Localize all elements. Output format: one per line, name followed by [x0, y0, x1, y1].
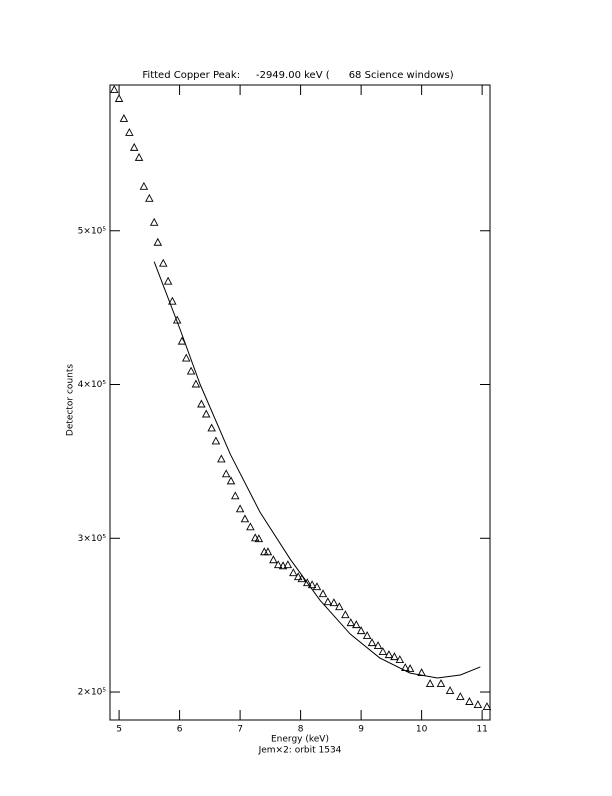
x-tick-label: 10	[416, 725, 428, 735]
data-point	[362, 631, 372, 640]
data-point	[254, 534, 264, 543]
data-point	[269, 555, 278, 564]
fit-line	[153, 261, 481, 679]
subtitle: Jem×2: orbit 1534	[258, 746, 342, 756]
data-point	[323, 597, 333, 606]
data-point	[293, 572, 303, 581]
data-point	[226, 476, 236, 485]
data-point	[231, 491, 240, 500]
data-point	[318, 589, 328, 598]
x-tick-label: 5	[116, 725, 122, 735]
plot-frame	[109, 84, 491, 721]
data-point	[482, 702, 492, 711]
x-axis-label: Energy (keV)	[271, 735, 329, 745]
data-point	[168, 296, 177, 305]
data-point	[307, 580, 317, 589]
y-tick-label: 3×10⁵	[78, 534, 107, 544]
data-point	[145, 193, 154, 202]
data-point	[139, 181, 149, 190]
data-point	[191, 379, 201, 388]
data-point	[456, 692, 465, 701]
data-point	[405, 664, 415, 673]
y-axis-label: Detector counts	[66, 364, 76, 436]
data-point	[246, 522, 255, 531]
x-tick-label: 6	[177, 725, 183, 735]
data-point	[201, 409, 211, 418]
data-point	[303, 578, 312, 587]
data-point	[129, 142, 139, 151]
data-point	[125, 128, 134, 136]
x-tick-label: 8	[298, 725, 304, 735]
data-point	[373, 641, 383, 649]
data-point	[235, 504, 245, 513]
data-point	[217, 454, 226, 463]
data-point	[445, 686, 455, 695]
data-point	[425, 679, 435, 687]
data-point	[436, 679, 446, 687]
data-point	[158, 258, 168, 267]
data-point	[283, 560, 293, 569]
data-point	[250, 533, 260, 542]
data-point	[356, 626, 366, 635]
data-point	[221, 469, 231, 478]
data-point	[240, 514, 250, 523]
data-point	[341, 610, 350, 619]
data-point	[181, 353, 191, 362]
data-point	[119, 114, 129, 122]
data-point	[163, 276, 173, 285]
data-point	[378, 647, 388, 655]
y-tick-label: 4×10⁵	[78, 380, 107, 390]
data-point	[109, 84, 119, 93]
data-point	[186, 366, 196, 375]
data-point	[346, 618, 356, 627]
x-tick-label: 9	[358, 725, 364, 735]
y-tick-label: 5×10⁵	[78, 226, 107, 236]
data-point	[207, 423, 216, 432]
data-point	[273, 560, 283, 569]
data-point	[134, 152, 144, 161]
data-point	[197, 399, 206, 408]
data-point	[149, 217, 159, 226]
data-point	[278, 561, 288, 570]
data-point	[384, 650, 394, 659]
data-point	[263, 547, 273, 556]
data-point	[395, 655, 405, 663]
y-tick-label: 2×10⁵	[78, 688, 107, 698]
data-point	[289, 568, 298, 577]
data-point	[114, 94, 124, 102]
data-point	[312, 582, 322, 591]
data-point	[335, 602, 344, 611]
data-point	[153, 237, 163, 246]
x-tick-label: 7	[237, 725, 243, 735]
data-point	[465, 697, 474, 705]
data-point	[390, 652, 399, 661]
data-point	[329, 598, 339, 607]
data-point	[367, 638, 377, 647]
data-point	[211, 436, 221, 445]
data-point	[352, 620, 361, 629]
x-tick-label: 11	[476, 725, 487, 735]
data-point	[473, 700, 483, 709]
chart-title: Fitted Copper Peak: -2949.00 keV ( 68 Sc…	[142, 70, 453, 81]
